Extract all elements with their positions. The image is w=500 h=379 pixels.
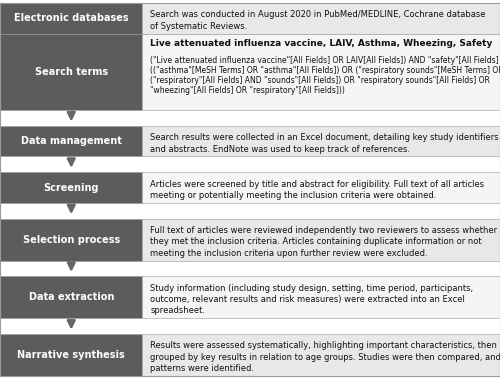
Text: ("Live attenuated influenza vaccine"[All Fields] OR LAIV[All Fields]) AND "safet: ("Live attenuated influenza vaccine"[All… [150, 56, 500, 64]
Bar [142, 3, 500, 34]
Text: meeting or potentially meeting the inclusion criteria were obtained.: meeting or potentially meeting the inclu… [150, 191, 437, 200]
Text: Search terms: Search terms [34, 67, 108, 77]
Bar [142, 276, 500, 318]
Bar [142, 126, 500, 157]
Text: Search results were collected in an Excel document, detailing key study identifi: Search results were collected in an Exce… [150, 133, 499, 142]
Text: meeting the inclusion criteria upon further review were excluded.: meeting the inclusion criteria upon furt… [150, 249, 428, 258]
Bar [0, 3, 142, 34]
Text: Selection process: Selection process [22, 235, 120, 244]
Text: of Systematic Reviews.: of Systematic Reviews. [150, 22, 248, 31]
Bar [0, 334, 142, 376]
Text: patterns were identified.: patterns were identified. [150, 364, 254, 373]
Bar [142, 219, 500, 261]
Bar [142, 334, 500, 376]
Text: and abstracts. EndNote was used to keep track of references.: and abstracts. EndNote was used to keep … [150, 144, 410, 153]
Bar [142, 172, 500, 203]
Text: Narrative synthesis: Narrative synthesis [18, 350, 125, 360]
Text: Results were assessed systematically, highlighting important characteristics, th: Results were assessed systematically, hi… [150, 341, 498, 351]
Text: they met the inclusion criteria. Articles containing duplicate information or no: they met the inclusion criteria. Article… [150, 237, 482, 246]
Text: Live attenuated influenza vaccine, LAIV, Asthma, Wheezing, Safety: Live attenuated influenza vaccine, LAIV,… [150, 39, 493, 48]
Text: (("asthma"[MeSH Terms] OR "asthma"[All Fields]) OR ("respiratory sounds"[MeSH Te: (("asthma"[MeSH Terms] OR "asthma"[All F… [150, 66, 500, 75]
Bar [0, 172, 142, 203]
Text: Data management: Data management [21, 136, 121, 146]
Text: Electronic databases: Electronic databases [14, 13, 128, 23]
Text: spreadsheet.: spreadsheet. [150, 306, 206, 315]
Text: Articles were screened by title and abstract for eligibility. Full text of all a: Articles were screened by title and abst… [150, 180, 484, 189]
Bar [0, 276, 142, 318]
Text: Data extraction: Data extraction [28, 292, 114, 302]
Bar [0, 126, 142, 157]
Text: Screening: Screening [44, 183, 99, 193]
Text: Search was conducted in August 2020 in PubMed/MEDLINE, Cochrane database: Search was conducted in August 2020 in P… [150, 10, 486, 19]
Bar [0, 219, 142, 261]
Text: outcome, relevant results and risk measures) were extracted into an Excel: outcome, relevant results and risk measu… [150, 295, 466, 304]
Text: ("respiratory"[All Fields] AND "sounds"[All Fields]) OR "respiratory sounds"[All: ("respiratory"[All Fields] AND "sounds"[… [150, 75, 490, 85]
Text: Full text of articles were reviewed independently two reviewers to assess whethe: Full text of articles were reviewed inde… [150, 226, 498, 235]
Text: grouped by key results in relation to age groups. Studies were then compared, an: grouped by key results in relation to ag… [150, 353, 500, 362]
Text: Study information (including study design, setting, time period, participants,: Study information (including study desig… [150, 284, 473, 293]
Text: "wheezing"[All Fields] OR "respiratory"[All Fields])): "wheezing"[All Fields] OR "respiratory"[… [150, 86, 346, 94]
Bar [142, 34, 500, 110]
Bar [0, 34, 142, 110]
